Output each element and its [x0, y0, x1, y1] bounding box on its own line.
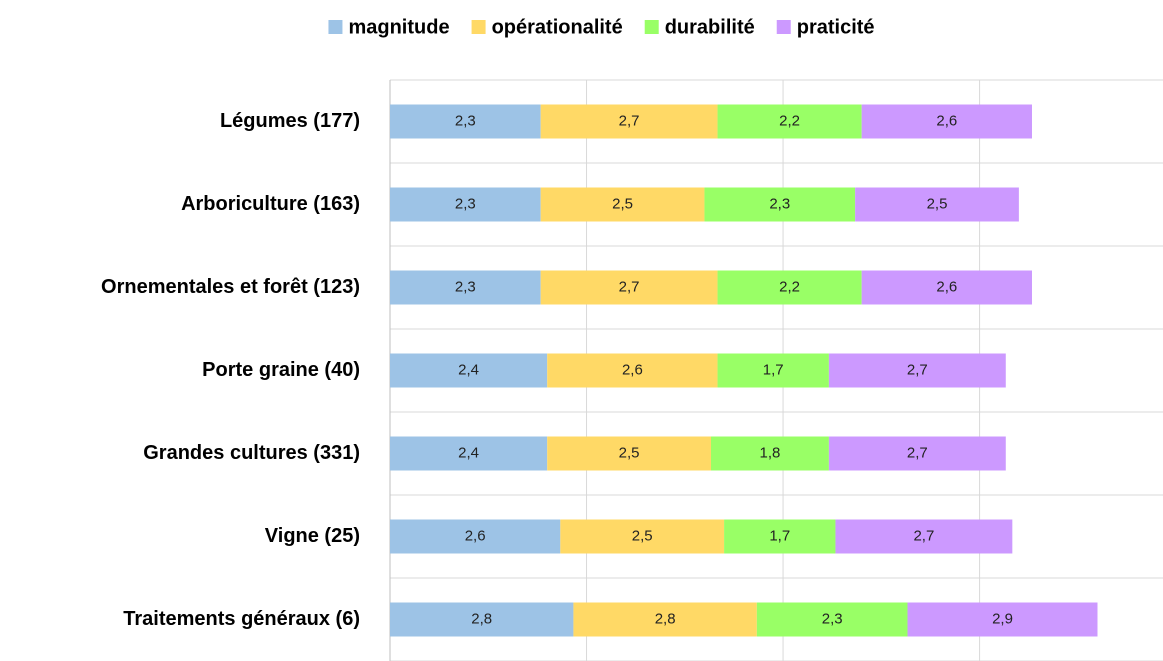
- bar-segment: [390, 270, 541, 305]
- category-label: Vigne (25): [265, 525, 360, 547]
- data-label: 2,9: [992, 610, 1013, 627]
- category-label: Ornementales et forêt (123): [101, 276, 360, 298]
- bar-segment: [390, 353, 548, 388]
- bar-segment: [717, 104, 862, 139]
- bar-segment: [540, 187, 705, 222]
- data-label: 1,8: [760, 444, 781, 461]
- bar-segment: [540, 104, 718, 139]
- bar-segment: [828, 353, 1006, 388]
- legend-label: opérationalité: [492, 16, 623, 38]
- data-label: 2,6: [622, 361, 643, 378]
- data-label: 2,7: [913, 527, 934, 544]
- bar-segment: [547, 353, 718, 388]
- data-label: 1,7: [769, 527, 790, 544]
- data-label: 1,7: [763, 361, 784, 378]
- bar-segment: [907, 602, 1098, 637]
- bar-segment: [710, 436, 829, 471]
- legend-label: praticité: [797, 16, 875, 38]
- data-label: 2,7: [907, 361, 928, 378]
- data-label: 2,3: [455, 112, 476, 129]
- bar-segment: [724, 519, 836, 554]
- legend-swatch: [644, 20, 659, 34]
- data-label: 2,2: [779, 278, 800, 295]
- legend-swatch: [328, 20, 343, 34]
- data-label: 2,7: [619, 278, 640, 295]
- bar-segment: [390, 104, 541, 139]
- bar-segment: [828, 436, 1006, 471]
- bar-segment: [756, 602, 908, 637]
- bar-segment: [717, 270, 862, 305]
- bar-segment: [835, 519, 1013, 554]
- data-label: 2,6: [465, 527, 486, 544]
- category-label: Grandes cultures (331): [143, 442, 360, 464]
- bar-segment: [573, 602, 757, 637]
- bar-segment: [540, 270, 718, 305]
- data-label: 2,5: [927, 195, 948, 212]
- category-label: Porte graine (40): [202, 359, 360, 381]
- bar-segment: [717, 353, 829, 388]
- bar-segment: [855, 187, 1019, 222]
- bar-segment: [861, 104, 1032, 139]
- data-label: 2,4: [458, 361, 479, 378]
- bar-segment: [560, 519, 725, 554]
- category-label: Traitements généraux (6): [123, 608, 360, 630]
- bar-segment: [704, 187, 856, 222]
- legend-swatch: [776, 20, 791, 34]
- data-label: 2,7: [619, 112, 640, 129]
- category-label: Légumes (177): [220, 110, 360, 132]
- bar-segment: [547, 436, 711, 471]
- category-label: Arboriculture (163): [181, 193, 360, 215]
- data-label: 2,5: [632, 527, 653, 544]
- data-label: 2,5: [619, 444, 640, 461]
- legend-label: durabilité: [665, 16, 755, 38]
- bar-segment: [390, 436, 548, 471]
- data-label: 2,8: [471, 610, 492, 627]
- data-label: 2,4: [458, 444, 479, 461]
- legend-label: magnitude: [348, 16, 449, 38]
- data-label: 2,8: [655, 610, 676, 627]
- data-label: 2,2: [779, 112, 800, 129]
- bar-segment: [390, 187, 541, 222]
- legend-swatch: [471, 20, 486, 34]
- data-label: 2,3: [455, 195, 476, 212]
- data-label: 2,5: [612, 195, 633, 212]
- data-label: 2,3: [769, 195, 790, 212]
- data-label: 2,6: [936, 278, 957, 295]
- data-label: 2,3: [822, 610, 843, 627]
- data-label: 2,3: [455, 278, 476, 295]
- data-label: 2,7: [907, 444, 928, 461]
- bar-segment: [390, 519, 561, 554]
- bar-segment: [390, 602, 574, 637]
- data-label: 2,6: [936, 112, 957, 129]
- bar-segment: [861, 270, 1032, 305]
